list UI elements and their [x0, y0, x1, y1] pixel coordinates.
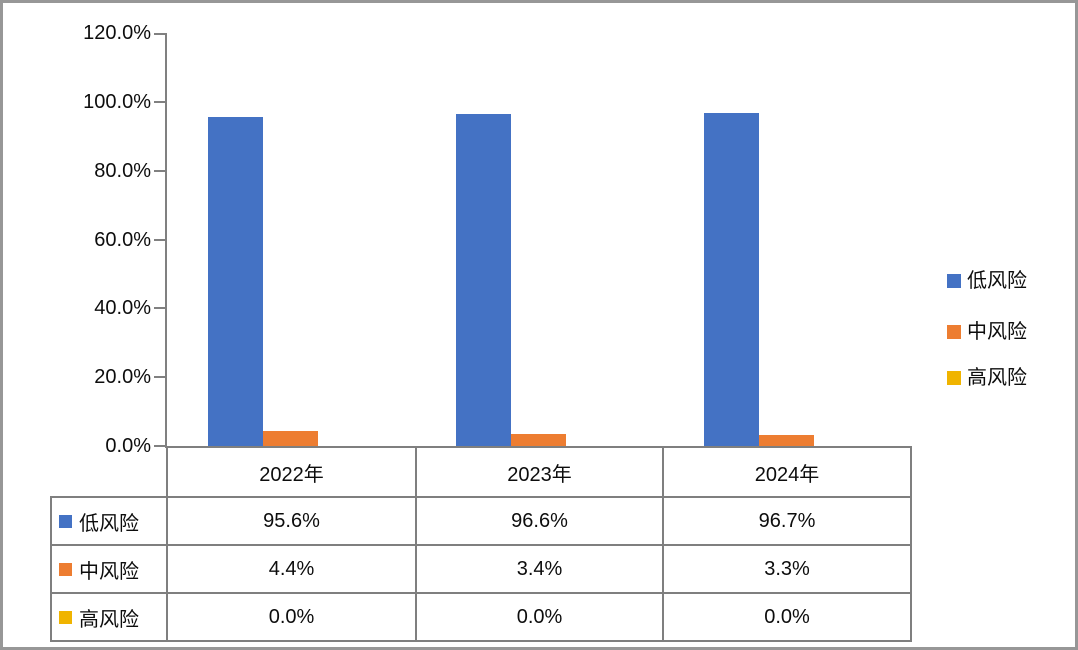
y-tick-mark — [154, 33, 165, 35]
table-header-2024: 2024年 — [662, 446, 912, 498]
table-row-label-mid-risk: 中风险 — [50, 544, 168, 594]
table-cell-high-2022: 0.0% — [166, 592, 417, 642]
y-tick-label-0: 0.0% — [105, 435, 151, 457]
table-cell-mid-2024: 3.3% — [662, 544, 912, 594]
y-tick-label-40: 40.0% — [94, 297, 151, 319]
y-tick-mark — [154, 170, 165, 172]
y-tick-label-120: 120.0% — [83, 22, 151, 44]
row-label: 高风险 — [79, 608, 139, 631]
table-cell-high-2023: 0.0% — [415, 592, 664, 642]
table-cell-high-2024: 0.0% — [662, 592, 912, 642]
legend-item-high-risk: 高风险 — [947, 367, 1027, 389]
legend-item-mid-risk: 中风险 — [947, 321, 1027, 343]
bar-中风险-2023年 — [511, 434, 566, 446]
legend-label: 低风险 — [967, 270, 1027, 292]
legend-swatch-high-icon — [947, 371, 961, 385]
table-swatch-mid-icon — [59, 562, 72, 576]
table-cell-mid-2022: 4.4% — [166, 544, 417, 594]
y-tick-mark — [154, 376, 165, 378]
y-tick-mark — [154, 101, 165, 103]
legend-swatch-low-icon — [947, 274, 961, 288]
y-tick-mark — [154, 445, 165, 447]
table-swatch-low-icon — [59, 514, 72, 528]
row-label: 低风险 — [79, 512, 139, 535]
legend-item-low-risk: 低风险 — [947, 270, 1027, 292]
y-tick-label-60: 60.0% — [94, 229, 151, 251]
table-cell-low-2023: 96.6% — [415, 496, 664, 546]
bar-低风险-2023年 — [456, 114, 511, 446]
table-header-2022: 2022年 — [166, 446, 417, 498]
y-tick-mark — [154, 239, 165, 241]
table-cell-low-2024: 96.7% — [662, 496, 912, 546]
table-row-label-high-risk: 高风险 — [50, 592, 168, 642]
table-swatch-high-icon — [59, 610, 72, 624]
y-tick-label-20: 20.0% — [94, 366, 151, 388]
legend-label: 中风险 — [967, 321, 1027, 343]
bar-中风险-2022年 — [263, 431, 318, 446]
table-header-2023: 2023年 — [415, 446, 664, 498]
table-cell-mid-2023: 3.4% — [415, 544, 664, 594]
legend-label: 高风险 — [967, 367, 1027, 389]
bar-中风险-2024年 — [759, 435, 814, 446]
table-row-label-low-risk: 低风险 — [50, 496, 168, 546]
y-tick-label-80: 80.0% — [94, 160, 151, 182]
y-tick-mark — [154, 307, 165, 309]
row-label: 中风险 — [79, 560, 139, 583]
y-tick-label-100: 100.0% — [83, 91, 151, 113]
y-axis-line — [165, 33, 167, 448]
bar-低风险-2024年 — [704, 113, 759, 446]
table-cell-low-2022: 95.6% — [166, 496, 417, 546]
bar-低风险-2022年 — [208, 117, 263, 446]
legend-swatch-mid-icon — [947, 325, 961, 339]
